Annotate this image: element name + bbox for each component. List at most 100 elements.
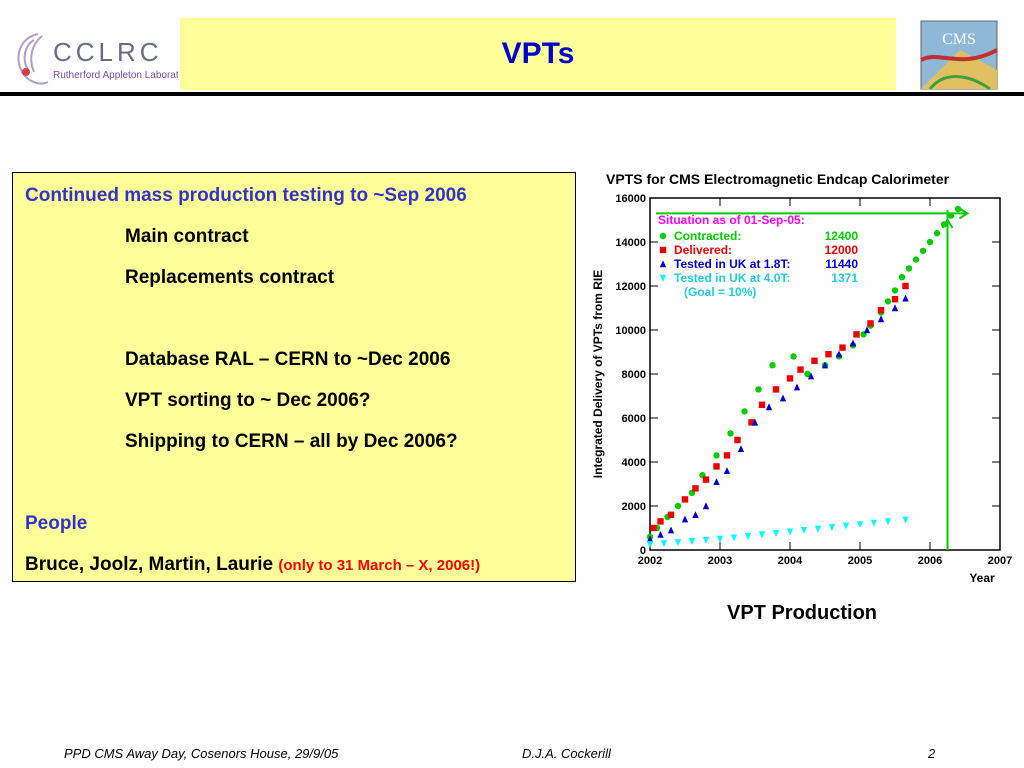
cclrc-logo: CCLRC Rutherford Appleton Laboratory <box>8 26 193 96</box>
chart-point-delivered <box>734 436 741 444</box>
chart-caption: VPT Production <box>727 602 877 624</box>
chart-point-tested18 <box>821 361 829 369</box>
chart-point-delivered <box>748 419 755 426</box>
vpt-chart-svg: VPTS for CMS Electromagnetic Endcap Calo… <box>591 171 1012 585</box>
chart-point-delivered <box>867 320 874 327</box>
chart-point-delivered <box>692 485 699 492</box>
main-contract-item: Main contract <box>125 226 249 247</box>
info-textbox: Continued mass production testing to ~Se… <box>12 172 576 582</box>
chart-point-tested18 <box>877 315 885 323</box>
chart-point-tested40 <box>730 534 738 542</box>
chart-point-contracted <box>933 230 941 237</box>
chart-point-contracted <box>947 212 955 219</box>
chart-point-contracted <box>755 386 762 393</box>
chart-legend-marker-delivered <box>659 246 667 254</box>
chart-point-delivered <box>853 331 860 338</box>
chart-point-contracted <box>804 370 811 378</box>
chart-point-tested40 <box>758 531 766 539</box>
chart-x-tick-label: 2003 <box>708 555 732 567</box>
chart-point-tested18 <box>779 394 787 402</box>
chart-x-tick-label: 2004 <box>778 555 803 567</box>
chart-point-tested40 <box>772 530 780 537</box>
chart-point-tested18 <box>765 403 773 411</box>
people-list: Bruce, Joolz, Martin, Laurie (only to 31… <box>25 554 480 576</box>
chart-point-delivered <box>811 357 818 364</box>
chart-point-tested40 <box>884 518 892 526</box>
footer-author: D.J.A. Cockerill <box>522 746 611 761</box>
chart-point-delivered <box>797 366 804 373</box>
chart-point-tested40 <box>828 524 836 532</box>
chart-title: VPTS for CMS Electromagnetic Endcap Calo… <box>606 171 950 187</box>
shipping-item: Shipping to CERN – all by Dec 2006? <box>125 431 458 452</box>
chart-legend-total-tested18: 11440 <box>825 257 858 271</box>
vpt-production-chart: VPTS for CMS Electromagnetic Endcap Calo… <box>586 160 1022 595</box>
footer-event: PPD CMS Away Day, Cosenors House, 29/9/0… <box>64 746 339 761</box>
chart-point-delivered <box>825 351 832 358</box>
chart-point-tested18 <box>835 350 843 358</box>
chart-point-contracted <box>741 408 748 415</box>
chart-point-tested18 <box>793 383 801 391</box>
cms-logo: CMS <box>920 20 998 91</box>
chart-point-contracted <box>926 238 934 246</box>
replacements-contract-item: Replacements contract <box>125 267 335 288</box>
chart-point-tested40 <box>902 516 909 524</box>
chart-point-tested18 <box>737 445 745 452</box>
chart-x-tick-label: 2006 <box>918 555 942 567</box>
chart-legend-goal: (Goal = 10%) <box>684 285 756 299</box>
people-names: Bruce, Joolz, Martin, Laurie <box>25 554 274 575</box>
chart-point-contracted <box>919 247 927 254</box>
chart-point-tested18 <box>891 304 899 312</box>
chart-x-tick-label: 2005 <box>848 555 872 567</box>
chart-legend-label-delivered: Delivered: <box>674 243 732 257</box>
chart-point-contracted <box>727 430 734 437</box>
chart-point-tested40 <box>814 525 822 533</box>
chart-point-tested40 <box>856 521 864 529</box>
chart-point-delivered <box>877 307 885 314</box>
chart-y-tick-label: 6000 <box>622 413 646 425</box>
chart-legend-marker-tested18 <box>659 260 667 268</box>
chart-y-tick-label: 10000 <box>615 325 646 337</box>
chart-point-contracted <box>713 452 720 459</box>
chart-point-delivered <box>758 401 766 408</box>
chart-point-delivered <box>657 518 664 525</box>
chart-point-tested18 <box>807 372 815 380</box>
header-divider <box>0 92 1024 96</box>
chart-point-delivered <box>786 375 794 382</box>
chart-legend-total-tested40: 1371 <box>831 271 858 285</box>
chart-y-tick-label: 16000 <box>615 193 646 205</box>
chart-point-tested40 <box>660 540 668 548</box>
chart-point-tested40 <box>786 528 794 536</box>
chart-point-contracted <box>905 265 913 272</box>
chart-point-tested40 <box>716 535 724 543</box>
chart-point-contracted <box>898 274 906 281</box>
chart-point-tested40 <box>674 539 682 546</box>
chart-point-delivered <box>723 452 731 459</box>
chart-point-contracted <box>674 502 682 510</box>
people-heading: People <box>25 513 88 534</box>
chart-x-tick-label: 2002 <box>638 555 662 567</box>
chart-point-tested40 <box>688 538 696 545</box>
vpt-sorting-item: VPT sorting to ~ Dec 2006? <box>125 390 371 411</box>
chart-point-tested18 <box>902 294 909 302</box>
cms-logo-text: CMS <box>942 31 976 48</box>
chart-point-tested40 <box>702 536 710 544</box>
chart-point-contracted <box>891 287 899 294</box>
chart-point-delivered <box>650 524 657 532</box>
chart-point-delivered <box>839 344 846 351</box>
chart-y-axis-label: Integrated Delivery of VPTs from RIE <box>591 270 605 479</box>
chart-point-contracted <box>884 298 892 305</box>
chart-y-tick-label: 0 <box>640 545 646 557</box>
chart-point-delivered <box>702 476 710 483</box>
chart-point-tested18 <box>723 467 731 474</box>
chart-y-tick-label: 4000 <box>622 457 646 469</box>
chart-point-tested18 <box>849 339 857 347</box>
chart-point-tested18 <box>657 530 664 538</box>
chart-point-tested18 <box>751 418 759 426</box>
chart-point-delivered <box>772 386 780 393</box>
chart-point-tested40 <box>842 522 850 530</box>
chart-point-contracted <box>954 205 962 213</box>
chart-legend-label-tested18: Tested in UK at 1.8T: <box>674 257 790 271</box>
chart-point-tested40 <box>744 533 752 541</box>
people-note: (only to 31 March – X, 2006!) <box>278 557 481 574</box>
chart-legend-marker-contracted <box>659 232 667 240</box>
